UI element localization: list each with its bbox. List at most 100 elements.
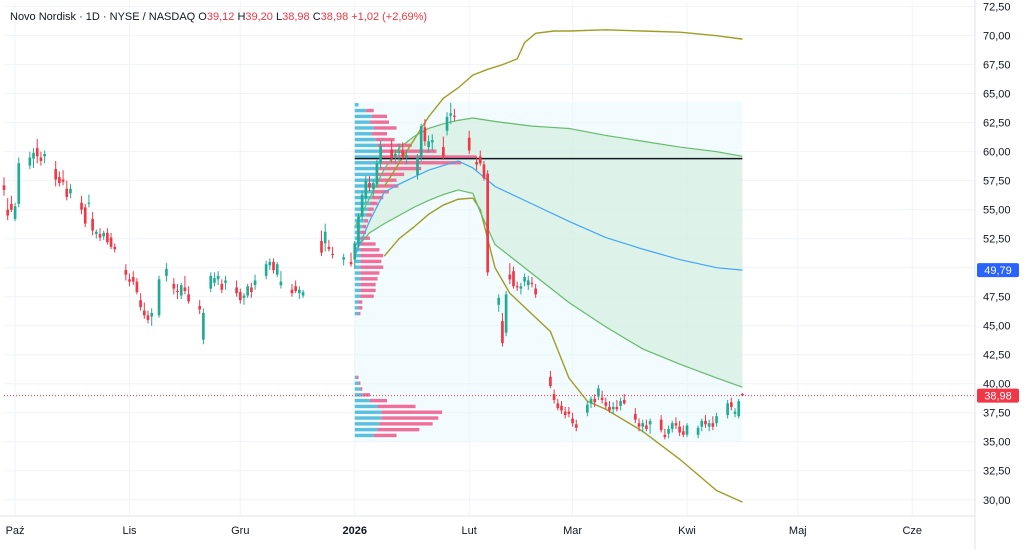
candle-body: [737, 401, 741, 417]
volume-profile-down-bar: [366, 108, 374, 113]
chart-legend: Novo Nordisk · 1D · NYSE / NASDAQ O39,12…: [10, 11, 427, 23]
candle-body: [379, 145, 382, 164]
volume-profile-up-bar: [354, 288, 361, 293]
candle-body: [209, 275, 213, 289]
candle: [674, 417, 678, 429]
candle-body: [349, 261, 353, 265]
candle: [342, 253, 345, 266]
candle-body: [512, 271, 515, 287]
volume-profile-up-bar: [354, 433, 374, 438]
candle: [586, 401, 589, 417]
candle: [619, 397, 622, 411]
candle: [172, 278, 176, 295]
candle: [515, 281, 519, 291]
volume-profile-up-bar: [354, 282, 361, 287]
candle: [645, 419, 648, 432]
volume-profile-down-bar: [360, 294, 374, 298]
candle: [150, 308, 154, 326]
candle: [600, 390, 604, 404]
volume-profile-down-bar: [381, 155, 477, 159]
volume-profile-down-bar: [356, 375, 359, 380]
candle-body: [294, 286, 297, 291]
candle-body: [390, 149, 393, 159]
volume-profile-up-bar: [354, 410, 382, 414]
candle-body: [242, 295, 246, 298]
candle-body: [449, 113, 453, 116]
candle-body: [645, 425, 648, 429]
volume-profile-down-bar: [360, 265, 384, 269]
candle: [608, 401, 611, 413]
candle-body: [530, 282, 534, 284]
price-tick-label: 72,50: [983, 2, 1011, 14]
candle: [253, 274, 257, 290]
candle-body: [235, 287, 238, 294]
candle: [504, 290, 508, 337]
candle-body: [264, 264, 268, 276]
candle-body: [128, 279, 131, 282]
candle: [142, 302, 146, 319]
candle: [430, 134, 434, 151]
candle-body: [61, 179, 65, 182]
candle: [106, 228, 109, 245]
candle: [360, 191, 364, 221]
time-tick-label: Paź: [6, 525, 25, 537]
price-tick-label: 35,00: [983, 437, 1011, 449]
volume-profile-down-bar: [377, 143, 412, 148]
candle-body: [641, 423, 645, 427]
candle: [54, 160, 58, 187]
candle-body: [35, 148, 39, 157]
volume-profile-up-bar: [354, 143, 378, 148]
candle-body: [83, 207, 87, 224]
candle-body: [91, 218, 94, 231]
candle-body: [704, 420, 707, 425]
volume-profile-up-bar: [354, 166, 380, 171]
candle: [128, 273, 131, 287]
candle-body: [6, 209, 10, 216]
candle: [637, 418, 641, 432]
volume-profile-down-bar: [373, 126, 397, 130]
candle-body: [508, 274, 512, 280]
candle: [17, 157, 21, 208]
candle-body: [139, 300, 142, 308]
candle-body: [696, 427, 700, 435]
candle-body: [401, 150, 405, 157]
volume-profile-up-bar: [354, 242, 361, 246]
candle: [58, 171, 61, 187]
candle: [663, 428, 667, 440]
upper-inner-band: [354, 117, 743, 228]
price-tick-label: 52,50: [983, 234, 1011, 246]
candle-body: [442, 147, 445, 157]
price-tick-label: 67,50: [983, 60, 1011, 72]
candle-body: [238, 292, 242, 301]
volume-profile-down-bar: [360, 282, 376, 287]
candle-body: [534, 288, 537, 295]
volume-profile-up-bar: [354, 108, 367, 113]
candle-body: [146, 315, 150, 320]
candle-body: [290, 289, 294, 294]
candle-body: [523, 276, 526, 282]
candle-body: [622, 399, 626, 404]
candle-body: [80, 202, 83, 210]
candle-body: [589, 398, 593, 404]
volume-profile-down-bar: [360, 248, 380, 252]
candle: [574, 419, 578, 432]
time-tick-label: 2026: [342, 525, 366, 537]
candle: [567, 406, 571, 418]
candle: [268, 258, 272, 271]
time-tick-label: Lis: [122, 525, 137, 537]
volume-profile-up-bar: [354, 253, 361, 258]
candle: [135, 278, 139, 295]
candle: [242, 293, 246, 305]
candle: [124, 264, 128, 281]
candle-body: [586, 404, 589, 413]
candle: [275, 261, 279, 277]
volume-profile-up-bar: [354, 103, 359, 107]
candle: [220, 279, 224, 294]
candle: [423, 119, 427, 146]
volume-profile-up-bar: [354, 375, 357, 380]
candle: [641, 419, 645, 433]
candle-body: [453, 115, 456, 117]
candle: [589, 396, 593, 409]
volume-profile-down-bar: [358, 381, 361, 385]
